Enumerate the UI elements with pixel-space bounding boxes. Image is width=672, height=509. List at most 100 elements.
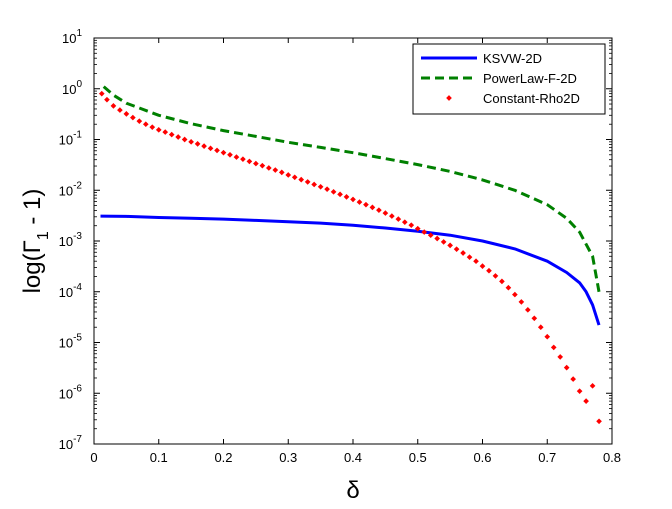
data-point-Constant-Rho2D (531, 315, 538, 322)
y-tick-exponent: -5 (73, 333, 82, 344)
data-point-Constant-Rho2D (427, 232, 434, 239)
data-point-Constant-Rho2D (98, 90, 105, 97)
data-point-Constant-Rho2D (518, 299, 525, 305)
data-point-Constant-Rho2D (155, 127, 162, 133)
ticks-layer: 0 0.1 0.2 0.3 0.4 0.5 0.6 0.7 0.810110010-110-21… (59, 28, 621, 465)
legend: KSVW-2D PowerLaw-F-2D Constant-Rho2D (412, 43, 606, 115)
data-point-Constant-Rho2D (123, 111, 130, 117)
data-point-Constant-Rho2D (408, 222, 415, 229)
data-point-Constant-Rho2D (233, 154, 240, 160)
data-point-Constant-Rho2D (376, 207, 382, 214)
data-point-Constant-Rho2D (246, 158, 253, 165)
data-point-Constant-Rho2D (253, 160, 259, 167)
y-tick-exponent: -3 (73, 231, 82, 242)
data-point-Constant-Rho2D (285, 172, 292, 178)
y-axis-label-tail: - 1) (19, 189, 46, 232)
data-point-Constant-Rho2D (369, 204, 376, 211)
y-tick-base: 10 (59, 336, 73, 351)
data-point-Constant-Rho2D (395, 216, 402, 222)
data-point-Constant-Rho2D (278, 169, 285, 176)
data-point-Constant-Rho2D (434, 235, 441, 242)
data-point-Constant-Rho2D (136, 118, 143, 124)
data-point-Constant-Rho2D (563, 364, 570, 371)
data-point-Constant-Rho2D (350, 196, 356, 203)
data-point-Constant-Rho2D (175, 134, 182, 140)
data-point-Constant-Rho2D (181, 136, 188, 143)
legend-label-Constant-Rho2D: Constant-Rho2D (483, 91, 580, 106)
data-point-Constant-Rho2D (162, 129, 169, 135)
y-tick-exponent: -2 (73, 180, 82, 191)
x-tick-label: 0 (90, 450, 97, 465)
y-tick-exponent: -7 (73, 434, 82, 445)
data-point-Constant-Rho2D (194, 141, 201, 147)
y-tick-label: 10-3 (59, 231, 83, 249)
legend-box (412, 43, 606, 115)
data-point-Constant-Rho2D (466, 254, 473, 261)
y-tick-base: 10 (59, 285, 73, 300)
x-axis-label: δ (346, 477, 359, 504)
data-point-Constant-Rho2D (499, 278, 505, 285)
data-point-Constant-Rho2D (149, 124, 156, 130)
data-point-Constant-Rho2D (324, 186, 330, 193)
data-point-Constant-Rho2D (583, 398, 589, 404)
series-layer (98, 85, 602, 425)
legend-label-PowerLaw-F-2D: PowerLaw-F-2D (483, 71, 577, 86)
y-tick-label: 10-5 (59, 333, 83, 351)
data-point-Constant-Rho2D (505, 284, 512, 291)
y-tick-base: 10 (62, 31, 76, 46)
data-point-Constant-Rho2D (272, 167, 279, 173)
data-point-Constant-Rho2D (298, 176, 305, 183)
data-point-Constant-Rho2D (104, 96, 110, 103)
y-tick-label: 10-1 (59, 130, 83, 148)
y-tick-base: 10 (59, 234, 73, 249)
legend-swatch-Constant-Rho2D (446, 95, 452, 101)
data-point-Constant-Rho2D (512, 291, 518, 298)
y-tick-base: 10 (59, 133, 73, 148)
y-tick-exponent: 1 (76, 28, 82, 39)
data-point-Constant-Rho2D (304, 179, 311, 185)
y-tick-base: 10 (59, 437, 73, 452)
y-tick-exponent: -1 (73, 130, 82, 141)
data-point-Constant-Rho2D (188, 138, 194, 145)
x-tick-label: 0.4 (344, 450, 362, 465)
data-point-Constant-Rho2D (447, 242, 453, 249)
y-tick-label: 10-2 (59, 180, 83, 198)
data-point-Constant-Rho2D (570, 376, 576, 382)
y-tick-label: 101 (62, 28, 82, 46)
data-point-Constant-Rho2D (492, 273, 499, 279)
x-tick-label: 0.5 (409, 450, 427, 465)
series-line-KSVW-2D (100, 214, 601, 326)
y-axis-label-subscript: 1 (35, 231, 52, 240)
legend-label-KSVW-2D: KSVW-2D (483, 51, 542, 66)
data-point-Constant-Rho2D (421, 229, 428, 235)
data-point-Constant-Rho2D (291, 174, 298, 181)
y-tick-base: 10 (59, 183, 73, 198)
x-tick-label: 0.2 (214, 450, 232, 465)
data-point-Constant-Rho2D (227, 151, 233, 158)
data-point-Constant-Rho2D (343, 194, 350, 200)
data-point-Constant-Rho2D (473, 258, 479, 265)
data-point-Constant-Rho2D (550, 344, 557, 351)
data-point-Constant-Rho2D (317, 183, 324, 190)
x-tick-label: 0.3 (279, 450, 297, 465)
data-point-Constant-Rho2D (486, 267, 492, 274)
y-tick-base: 10 (59, 386, 73, 401)
data-point-Constant-Rho2D (220, 149, 227, 156)
data-point-Constant-Rho2D (401, 219, 408, 225)
x-tick-label: 0.7 (538, 450, 556, 465)
data-point-Constant-Rho2D (265, 165, 272, 171)
axis-labels: δ log(Γ1 - 1) (19, 189, 360, 504)
data-point-Constant-Rho2D (382, 210, 389, 216)
y-tick-base: 10 (62, 82, 76, 97)
series-clip-group (98, 85, 602, 425)
y-axis-label: log(Γ1 - 1) (19, 189, 52, 294)
data-point-Constant-Rho2D (330, 189, 337, 195)
data-point-Constant-Rho2D (240, 156, 246, 162)
y-tick-label: 100 (62, 79, 82, 97)
data-point-Constant-Rho2D (214, 147, 220, 154)
data-point-Constant-Rho2D (596, 418, 602, 425)
y-tick-exponent: -4 (73, 282, 82, 293)
data-point-Constant-Rho2D (311, 181, 317, 188)
